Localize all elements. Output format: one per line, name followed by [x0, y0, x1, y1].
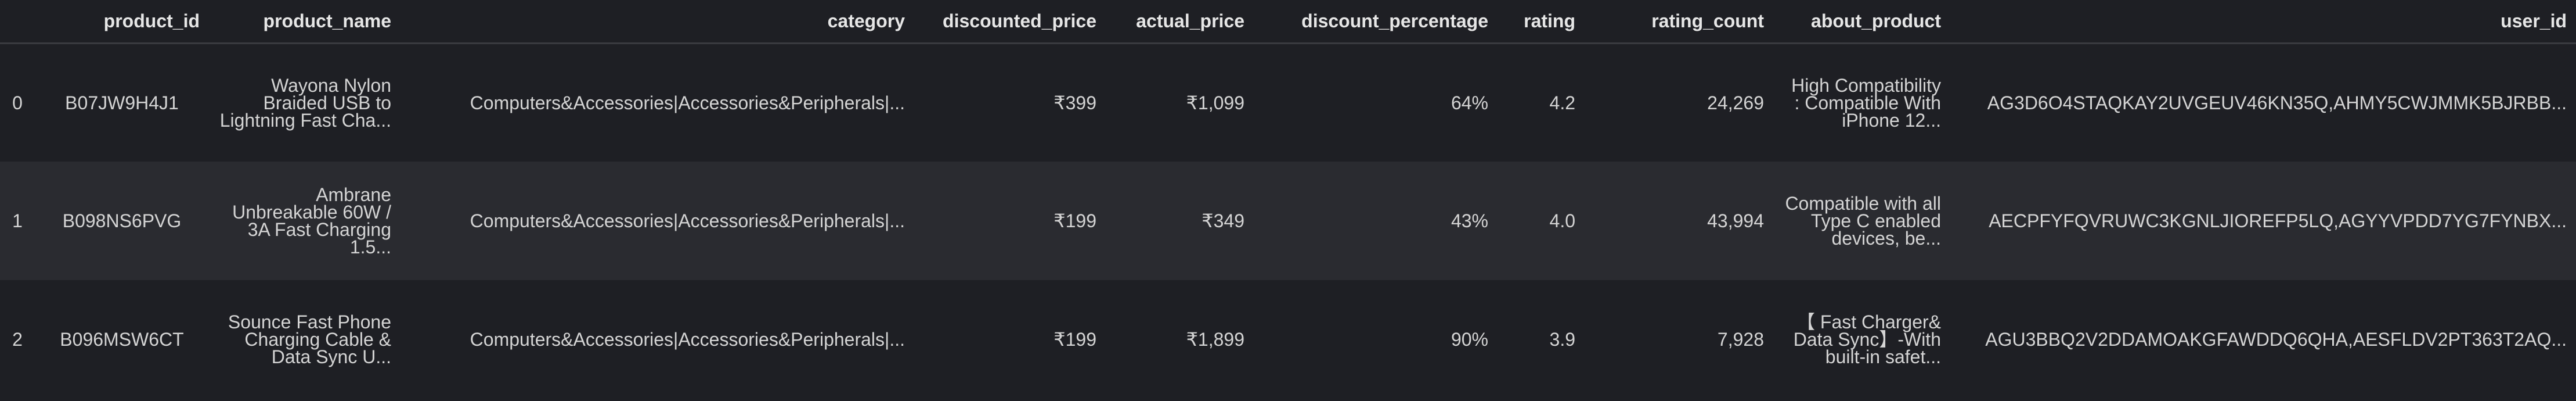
column-header-rating-count: rating_count: [1651, 10, 1764, 32]
cell-discounted-price: ₹199: [1054, 329, 1096, 350]
cell-rating-count: 43,994: [1707, 210, 1764, 231]
cell-actual-price: ₹349: [1202, 210, 1244, 231]
table-row: 1 B098NS6PVG Ambrane Unbreakable 60W / 3…: [0, 162, 2576, 280]
column-header-actual-price: actual_price: [1136, 10, 1244, 32]
index-header: [0, 0, 35, 43]
cell-rating: 3.9: [1549, 329, 1575, 350]
cell-about-product: 【 Fast Charger& Data Sync】-With built-in…: [1793, 312, 1941, 367]
cell-product-id: B096MSW6CT: [60, 329, 184, 350]
column-header-discount-percentage: discount_percentage: [1301, 10, 1488, 32]
cell-category: Computers&Accessories|Accessories&Periph…: [470, 92, 905, 113]
cell-product-name: Sounce Fast Phone Charging Cable & Data …: [228, 312, 391, 367]
column-header-discounted-price: discounted_price: [943, 10, 1096, 32]
cell-about-product: Compatible with all Type C enabled devic…: [1785, 193, 1941, 249]
cell-user-id: AGU3BBQ2V2DDAMOAKGFAWDDQ6QHA,AESFLDV2PT3…: [1985, 329, 2567, 350]
cell-product-id: B07JW9H4J1: [65, 92, 179, 113]
table-row: 2 B096MSW6CT Sounce Fast Phone Charging …: [0, 280, 2576, 399]
cell-rating: 4.2: [1549, 92, 1575, 113]
cell-discount-percentage: 43%: [1451, 210, 1488, 231]
cell-discounted-price: ₹199: [1054, 210, 1096, 231]
column-header-about-product: about_product: [1811, 10, 1941, 32]
row-index: 0: [12, 92, 23, 113]
column-header-rating: rating: [1524, 10, 1575, 32]
cell-rating: 4.0: [1549, 210, 1575, 231]
column-header-product-name: product_name: [263, 10, 391, 32]
cell-product-id: B098NS6PVG: [62, 210, 182, 231]
cell-about-product: High Compatibility : Compatible With iPh…: [1791, 74, 1941, 131]
cell-user-id: AECPFYFQVRUWC3KGNLJIOREFP5LQ,AGYYVPDD7YG…: [1989, 210, 2567, 231]
cell-discounted-price: ₹399: [1054, 92, 1096, 113]
cell-product-name: Ambrane Unbreakable 60W / 3A Fast Chargi…: [232, 184, 391, 257]
cell-category: Computers&Accessories|Accessories&Periph…: [470, 329, 905, 350]
cell-discount-percentage: 64%: [1451, 92, 1488, 113]
column-header-user-id: user_id: [2501, 10, 2567, 32]
header-row: product_id product_name category discoun…: [0, 0, 2576, 43]
table-row: 0 B07JW9H4J1 Wayona Nylon Braided USB to…: [0, 43, 2576, 162]
cell-rating-count: 24,269: [1707, 92, 1764, 113]
cell-product-name: Wayona Nylon Braided USB to Lightning Fa…: [219, 74, 391, 131]
cell-actual-price: ₹1,099: [1186, 92, 1244, 113]
cell-category: Computers&Accessories|Accessories&Periph…: [470, 210, 905, 231]
column-header-product-id: product_id: [103, 10, 200, 32]
cell-rating-count: 7,928: [1717, 329, 1764, 350]
column-header-category: category: [827, 10, 905, 32]
row-index: 1: [12, 210, 23, 231]
cell-user-id: AG3D6O4STAQKAY2UVGEUV46KN35Q,AHMY5CWJMMK…: [1987, 92, 2567, 113]
cell-actual-price: ₹1,899: [1186, 329, 1244, 350]
row-index: 2: [12, 329, 23, 350]
cell-discount-percentage: 90%: [1451, 329, 1488, 350]
